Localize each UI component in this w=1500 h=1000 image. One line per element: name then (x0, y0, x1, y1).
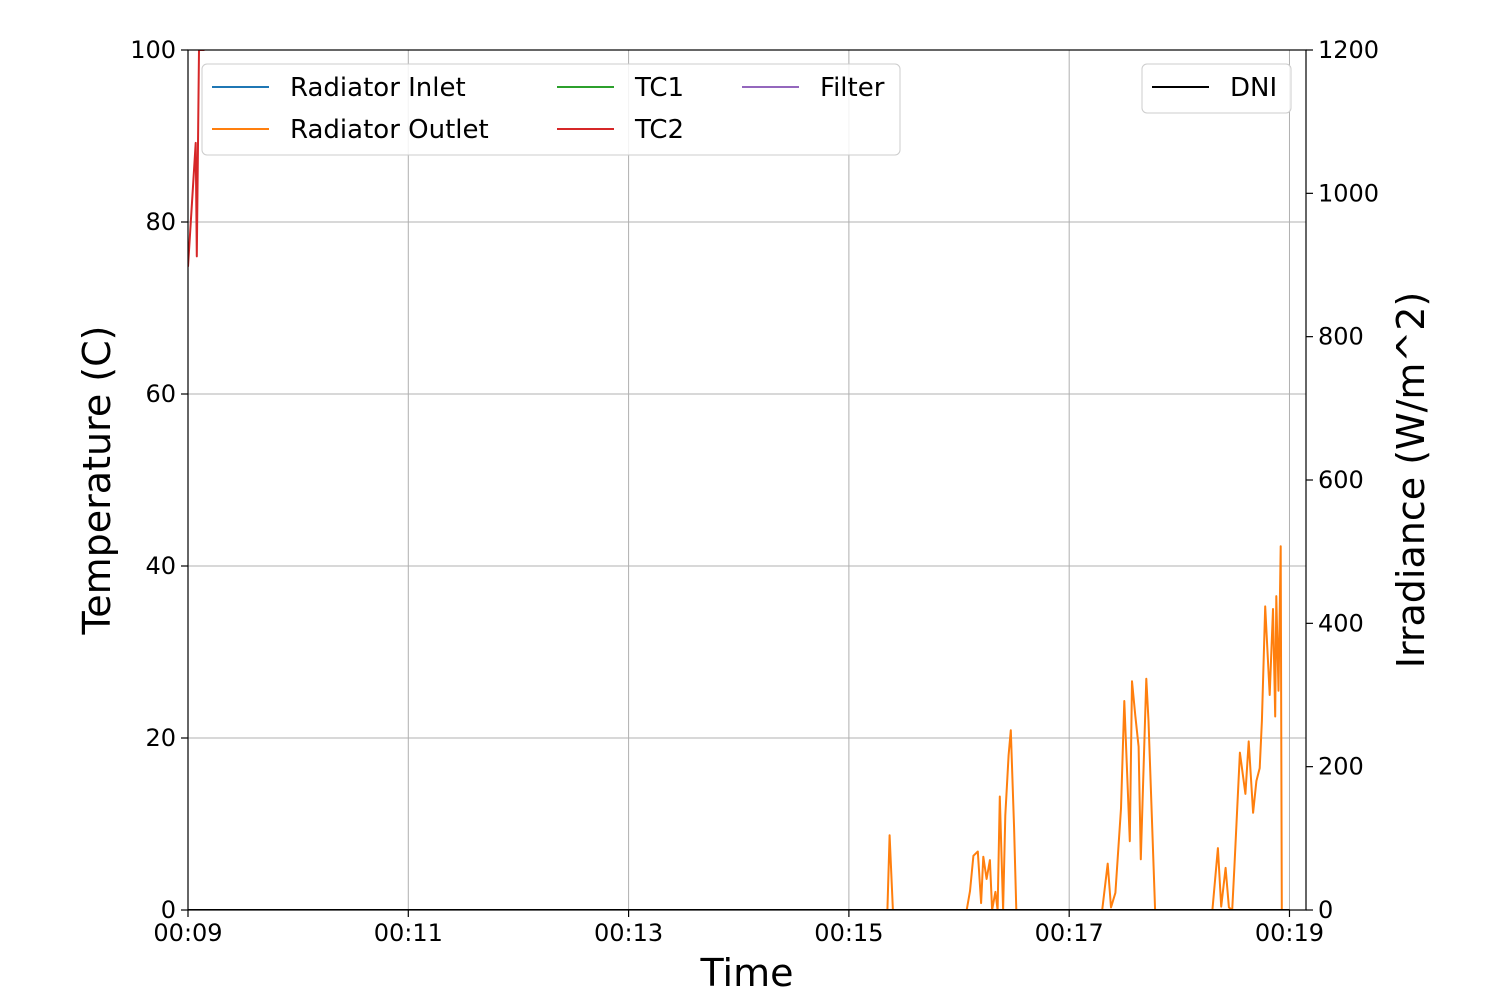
tick-labels: 00:09 00:11 00:13 00:15 00:17 00:190204060801… (130, 36, 1379, 947)
legend-irradiance: DNI (1141, 63, 1292, 114)
y-tick-label: 20 (145, 724, 176, 752)
legend-box (1141, 63, 1292, 114)
tick-marks (181, 49, 1313, 917)
legend-box (201, 63, 901, 156)
legend-label: TC2 (634, 115, 684, 145)
y2-tick-label: 1200 (1318, 36, 1379, 64)
x-axis-title: Time (700, 951, 794, 995)
legend-temperature: Radiator Inlet Radiator Outlet TC1 TC2 Filte… (201, 63, 901, 156)
series-line-radiator-outlet (188, 545, 1290, 910)
x-tick-label: 00:11 (374, 919, 443, 947)
x-tick-label: 00:09 (153, 919, 222, 947)
y2-tick-label: 200 (1318, 753, 1364, 781)
y-axis-title: Temperature (C) (75, 326, 119, 636)
series-line-tc2 (188, 50, 205, 267)
y2-tick-label: 400 (1318, 609, 1364, 637)
legend-label: DNI (1230, 73, 1277, 103)
x-tick-label: 00:17 (1035, 919, 1104, 947)
legend-label: Radiator Inlet (290, 73, 466, 103)
legend-label: TC1 (634, 73, 684, 103)
y-tick-label: 40 (145, 552, 176, 580)
y-tick-label: 60 (145, 380, 176, 408)
legend-label: Filter (820, 73, 885, 103)
y2-tick-label: 800 (1318, 323, 1364, 351)
y-tick-label: 100 (130, 36, 176, 64)
x-tick-label: 00:15 (814, 919, 883, 947)
y-tick-label: 0 (161, 896, 176, 924)
series-lines (188, 50, 1290, 910)
x-tick-label: 00:19 (1255, 919, 1324, 947)
legend-label: Radiator Outlet (290, 115, 489, 145)
y-tick-label: 80 (145, 208, 176, 236)
y2-tick-label: 600 (1318, 466, 1364, 494)
y2-tick-label: 1000 (1318, 179, 1379, 207)
y2-axis-title: Irradiance (W/m^2) (1389, 292, 1433, 669)
y2-tick-label: 0 (1318, 896, 1333, 924)
x-tick-label: 00:13 (594, 919, 663, 947)
